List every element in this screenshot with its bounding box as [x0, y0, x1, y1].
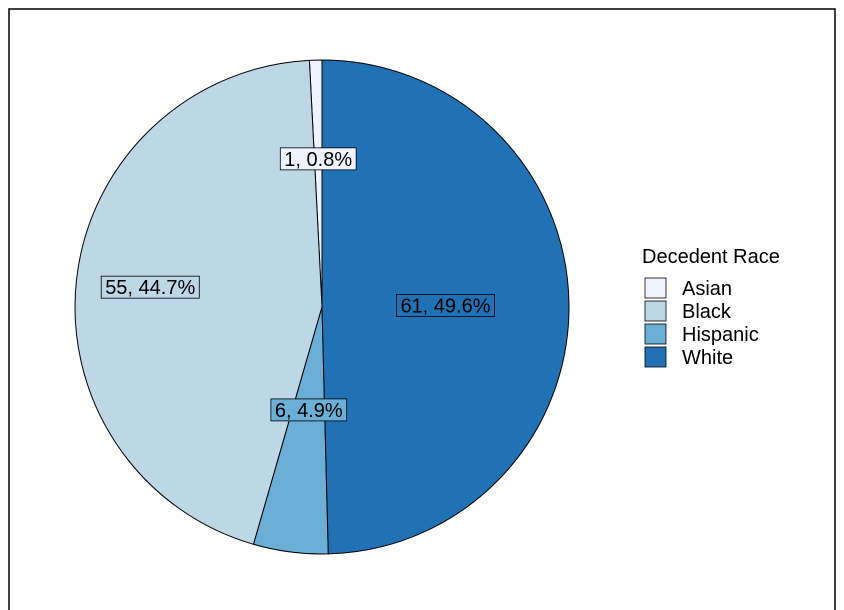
data-label-black: 55, 44.7% — [100, 275, 200, 299]
legend-swatch-hispanic — [644, 323, 667, 345]
legend-label-asian: Asian — [682, 278, 732, 300]
data-label-text: 6, 4.9% — [275, 400, 343, 422]
data-label-box — [396, 294, 495, 317]
data-label-box — [270, 398, 348, 422]
data-label-box — [100, 275, 200, 299]
legend-label-hispanic: Hispanic — [682, 324, 759, 346]
data-label-box — [279, 147, 357, 171]
data-label-text: 1, 0.8% — [284, 149, 352, 171]
data-label-asian: 1, 0.8% — [279, 147, 357, 171]
legend-swatch-white — [644, 346, 667, 368]
legend-swatch-asian — [644, 277, 667, 299]
legend-label-white: White — [682, 347, 733, 369]
data-label-text: 61, 49.6% — [400, 295, 490, 317]
legend-label-black: Black — [682, 301, 732, 323]
data-label-text: 55, 44.7% — [105, 277, 195, 299]
legend-title: Decedent Race — [642, 246, 780, 268]
legend-swatch-black — [644, 300, 667, 322]
data-label-hispanic: 6, 4.9% — [270, 398, 348, 422]
data-label-white: 61, 49.6% — [396, 294, 495, 317]
pie-slice-black — [74, 59, 323, 545]
